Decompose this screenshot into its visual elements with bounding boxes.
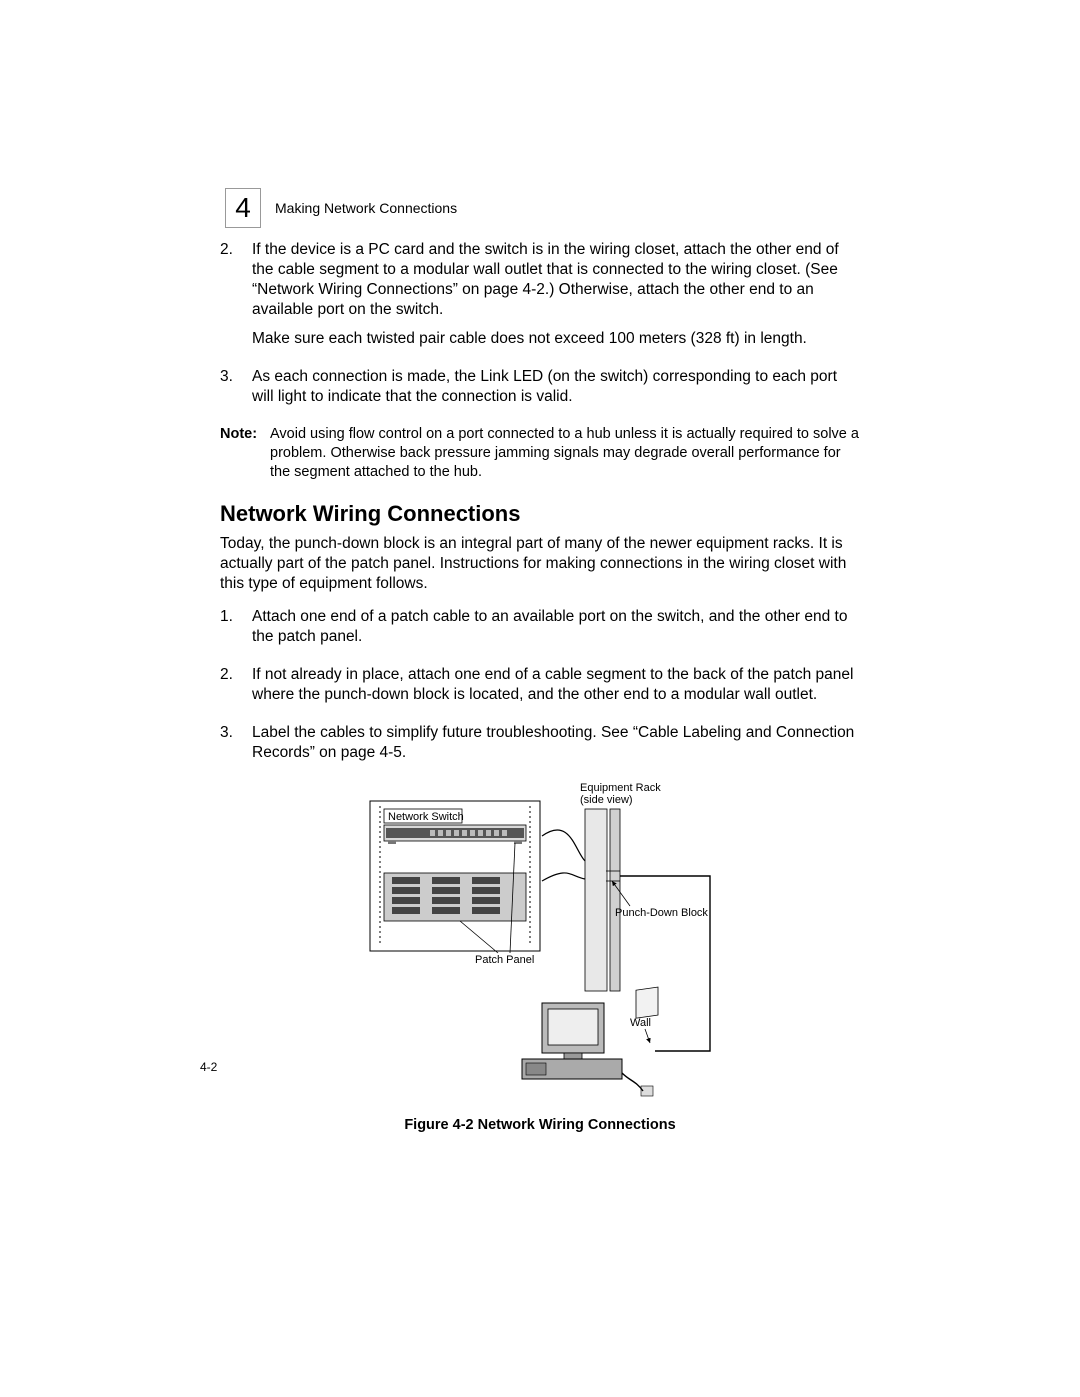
list-number: 2. <box>220 240 252 357</box>
section-heading: Network Wiring Connections <box>220 500 860 529</box>
page: 4 Making Network Connections 2. If the d… <box>0 0 1080 1397</box>
list-number: 3. <box>220 723 252 771</box>
diagram-label-switch: Network Switch <box>388 811 464 823</box>
diagram-label-patch-panel: Patch Panel <box>475 954 534 966</box>
list-item: 2. If the device is a PC card and the sw… <box>220 240 860 357</box>
list-body: As each connection is made, the Link LED… <box>252 367 860 415</box>
list-number: 3. <box>220 367 252 415</box>
body-text: As each connection is made, the Link LED… <box>252 367 860 407</box>
diagram-label-rack: Equipment Rack <box>580 782 661 794</box>
list-number: 2. <box>220 665 252 713</box>
diagram-label-wall: Wall <box>630 1017 651 1029</box>
list-item: 2. If not already in place, attach one e… <box>220 665 860 713</box>
diagram-label-punchdown: Punch-Down Block <box>615 907 708 919</box>
list-item: 3. Label the cables to simplify future t… <box>220 723 860 771</box>
diagram: Network Switch <box>220 781 860 1134</box>
body-text: Label the cables to simplify future trou… <box>252 723 860 763</box>
figure-caption: Figure 4-2 Network Wiring Connections <box>220 1116 860 1135</box>
list-body: If not already in place, attach one end … <box>252 665 860 713</box>
wall-outlet-icon <box>636 987 658 1096</box>
chapter-badge: 4 <box>225 188 261 228</box>
list-body: If the device is a PC card and the switc… <box>252 240 860 357</box>
list-item: 3. As each connection is made, the Link … <box>220 367 860 415</box>
body-text: If not already in place, attach one end … <box>252 665 860 705</box>
note-label: Note: <box>220 425 270 482</box>
list-body: Attach one end of a patch cable to an av… <box>252 607 860 655</box>
note-body: Avoid using flow control on a port conne… <box>270 425 860 482</box>
body-text: Attach one end of a patch cable to an av… <box>252 607 860 647</box>
body-text: Make sure each twisted pair cable does n… <box>252 329 860 349</box>
page-number: 4-2 <box>200 1060 217 1074</box>
body-text: Today, the punch-down block is an integr… <box>220 534 860 594</box>
list-body: Label the cables to simplify future trou… <box>252 723 860 771</box>
note: Note: Avoid using flow control on a port… <box>220 425 860 482</box>
wiring-diagram-svg: Network Switch <box>310 781 770 1101</box>
content: 2. If the device is a PC card and the sw… <box>220 240 860 1134</box>
body-text: If the device is a PC card and the switc… <box>252 240 860 321</box>
list-number: 1. <box>220 607 252 655</box>
chapter-title: Making Network Connections <box>275 200 457 216</box>
diagram-label-sideview: (side view) <box>580 794 633 806</box>
chapter-number: 4 <box>235 192 251 223</box>
list-item: 1. Attach one end of a patch cable to an… <box>220 607 860 655</box>
computer-icon <box>522 1003 643 1091</box>
